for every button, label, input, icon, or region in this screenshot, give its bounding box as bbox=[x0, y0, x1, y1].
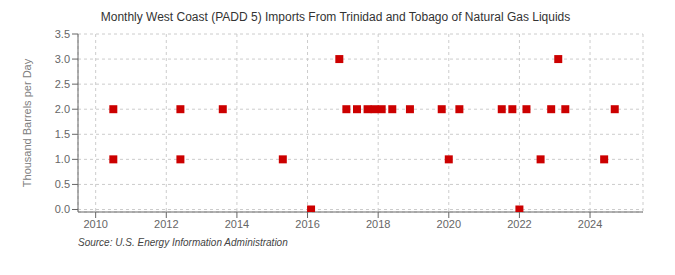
html-text:Source: U.S. Energy Informatio: Source: U.S. Energy Information Administ… bbox=[78, 237, 288, 248]
svg-text:3.0: 3.0 bbox=[55, 53, 70, 65]
svg-text:2010: 2010 bbox=[83, 218, 107, 230]
svg-text:2016: 2016 bbox=[295, 218, 319, 230]
svg-text:2018: 2018 bbox=[366, 218, 390, 230]
svg-text:0.5: 0.5 bbox=[55, 178, 70, 190]
svg-text:2022: 2022 bbox=[507, 218, 531, 230]
svg-text:0.0: 0.0 bbox=[55, 203, 70, 215]
svg-text:2020: 2020 bbox=[437, 218, 461, 230]
html-text:Monthly West Coast (PADD 5) Im: Monthly West Coast (PADD 5) Imports From… bbox=[100, 10, 571, 24]
svg-text:2012: 2012 bbox=[154, 218, 178, 230]
svg-text:2014: 2014 bbox=[225, 218, 249, 230]
svg-text:2024: 2024 bbox=[578, 218, 602, 230]
svg-text:1.5: 1.5 bbox=[55, 128, 70, 140]
svg-text:3.5: 3.5 bbox=[55, 28, 70, 40]
svg-text:1.0: 1.0 bbox=[55, 153, 70, 165]
svg-text:2.0: 2.0 bbox=[55, 103, 70, 115]
svg-text:Thousand Barrels per Day: Thousand Barrels per Day bbox=[21, 58, 33, 187]
svg-text:2.5: 2.5 bbox=[55, 78, 70, 90]
